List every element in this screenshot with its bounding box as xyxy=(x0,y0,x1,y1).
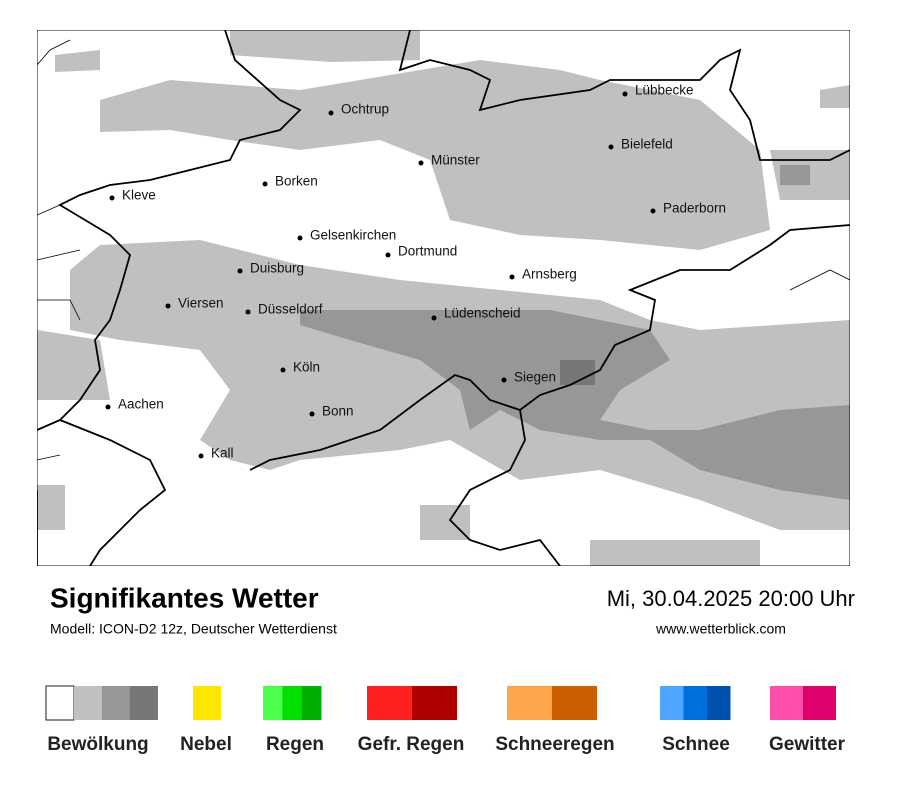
legend-swatch xyxy=(367,686,412,720)
legend-swatch xyxy=(770,686,803,720)
legend-label: Gewitter xyxy=(769,734,846,755)
legend-label: Nebel xyxy=(180,734,232,755)
legend-swatch xyxy=(507,686,552,720)
city-label: Dortmund xyxy=(398,244,457,259)
city-dot xyxy=(198,453,204,459)
city-label: Paderborn xyxy=(663,201,726,216)
legend-label: Gefr. Regen xyxy=(358,734,465,755)
legend-swatch xyxy=(45,685,75,721)
city-dot xyxy=(280,367,286,373)
city-label: Bonn xyxy=(322,404,354,419)
city-dot xyxy=(385,252,391,258)
legend-swatch xyxy=(102,686,130,720)
city-label: Düsseldorf xyxy=(258,302,323,317)
city-dot xyxy=(262,181,268,187)
datetime: Mi, 30.04.2025 20:00 Uhr xyxy=(607,586,855,611)
legend-swatch xyxy=(552,686,597,720)
city-dot xyxy=(165,303,171,309)
city-dot xyxy=(109,195,115,201)
map xyxy=(37,30,850,566)
city-dot xyxy=(297,235,303,241)
legend-swatch xyxy=(74,686,102,720)
city-dot xyxy=(245,309,251,315)
legend-swatch xyxy=(263,686,283,720)
legend-label: Schnee xyxy=(662,734,730,755)
city-dot xyxy=(608,144,614,150)
city-label: Aachen xyxy=(118,397,164,412)
city-dot xyxy=(650,208,656,214)
city-label: Viersen xyxy=(178,296,224,311)
city-dot xyxy=(105,404,111,410)
city-dot xyxy=(237,268,243,274)
minor-borders xyxy=(37,39,850,461)
cloud-medium xyxy=(300,165,850,500)
cities: Lübbecke Ochtrup Bielefeld Münster Borke… xyxy=(105,83,726,461)
legend-swatch xyxy=(683,686,707,720)
city-label: Siegen xyxy=(514,370,556,385)
city-dot xyxy=(501,377,507,383)
city-dot xyxy=(418,160,424,166)
city-dot xyxy=(509,274,515,280)
legend-swatch xyxy=(302,686,322,720)
city-label: Kall xyxy=(211,446,234,461)
city-label: Münster xyxy=(431,153,480,168)
city-label: Ochtrup xyxy=(341,102,389,117)
website: www.wetterblick.com xyxy=(655,621,786,637)
legend-swatch xyxy=(130,686,158,720)
legend-label: Bewölkung xyxy=(47,734,148,755)
legend-swatch xyxy=(707,686,731,720)
city-label: Lüdenscheid xyxy=(444,306,521,321)
city-label: Köln xyxy=(293,360,320,375)
city-label: Duisburg xyxy=(250,261,304,276)
cloud-dark xyxy=(560,360,595,385)
city-label: Arnsberg xyxy=(522,267,577,282)
city-label: Gelsenkirchen xyxy=(310,228,396,243)
legend-swatch xyxy=(282,686,302,720)
legend-label: Schneeregen xyxy=(495,734,614,755)
borders xyxy=(37,30,850,566)
title: Signifikantes Wetter xyxy=(50,582,319,613)
city-dot xyxy=(309,411,315,417)
subtitle: Modell: ICON-D2 12z, Deutscher Wetterdie… xyxy=(50,621,337,637)
city-dot xyxy=(328,110,334,116)
city-label: Bielefeld xyxy=(621,137,673,152)
legend-swatch xyxy=(660,686,684,720)
legend-swatch xyxy=(193,686,221,720)
city-label: Lübbecke xyxy=(635,83,694,98)
city-dot xyxy=(431,315,437,321)
legend-swatch xyxy=(803,686,836,720)
city-label: Kleve xyxy=(122,188,156,203)
legend-swatch xyxy=(412,686,457,720)
city-label: Borken xyxy=(275,174,318,189)
legend-label: Regen xyxy=(266,734,324,755)
legend: Bewölkung Nebel Regen Gefr. Regen Schneerege… xyxy=(45,685,846,755)
city-dot xyxy=(622,91,628,97)
